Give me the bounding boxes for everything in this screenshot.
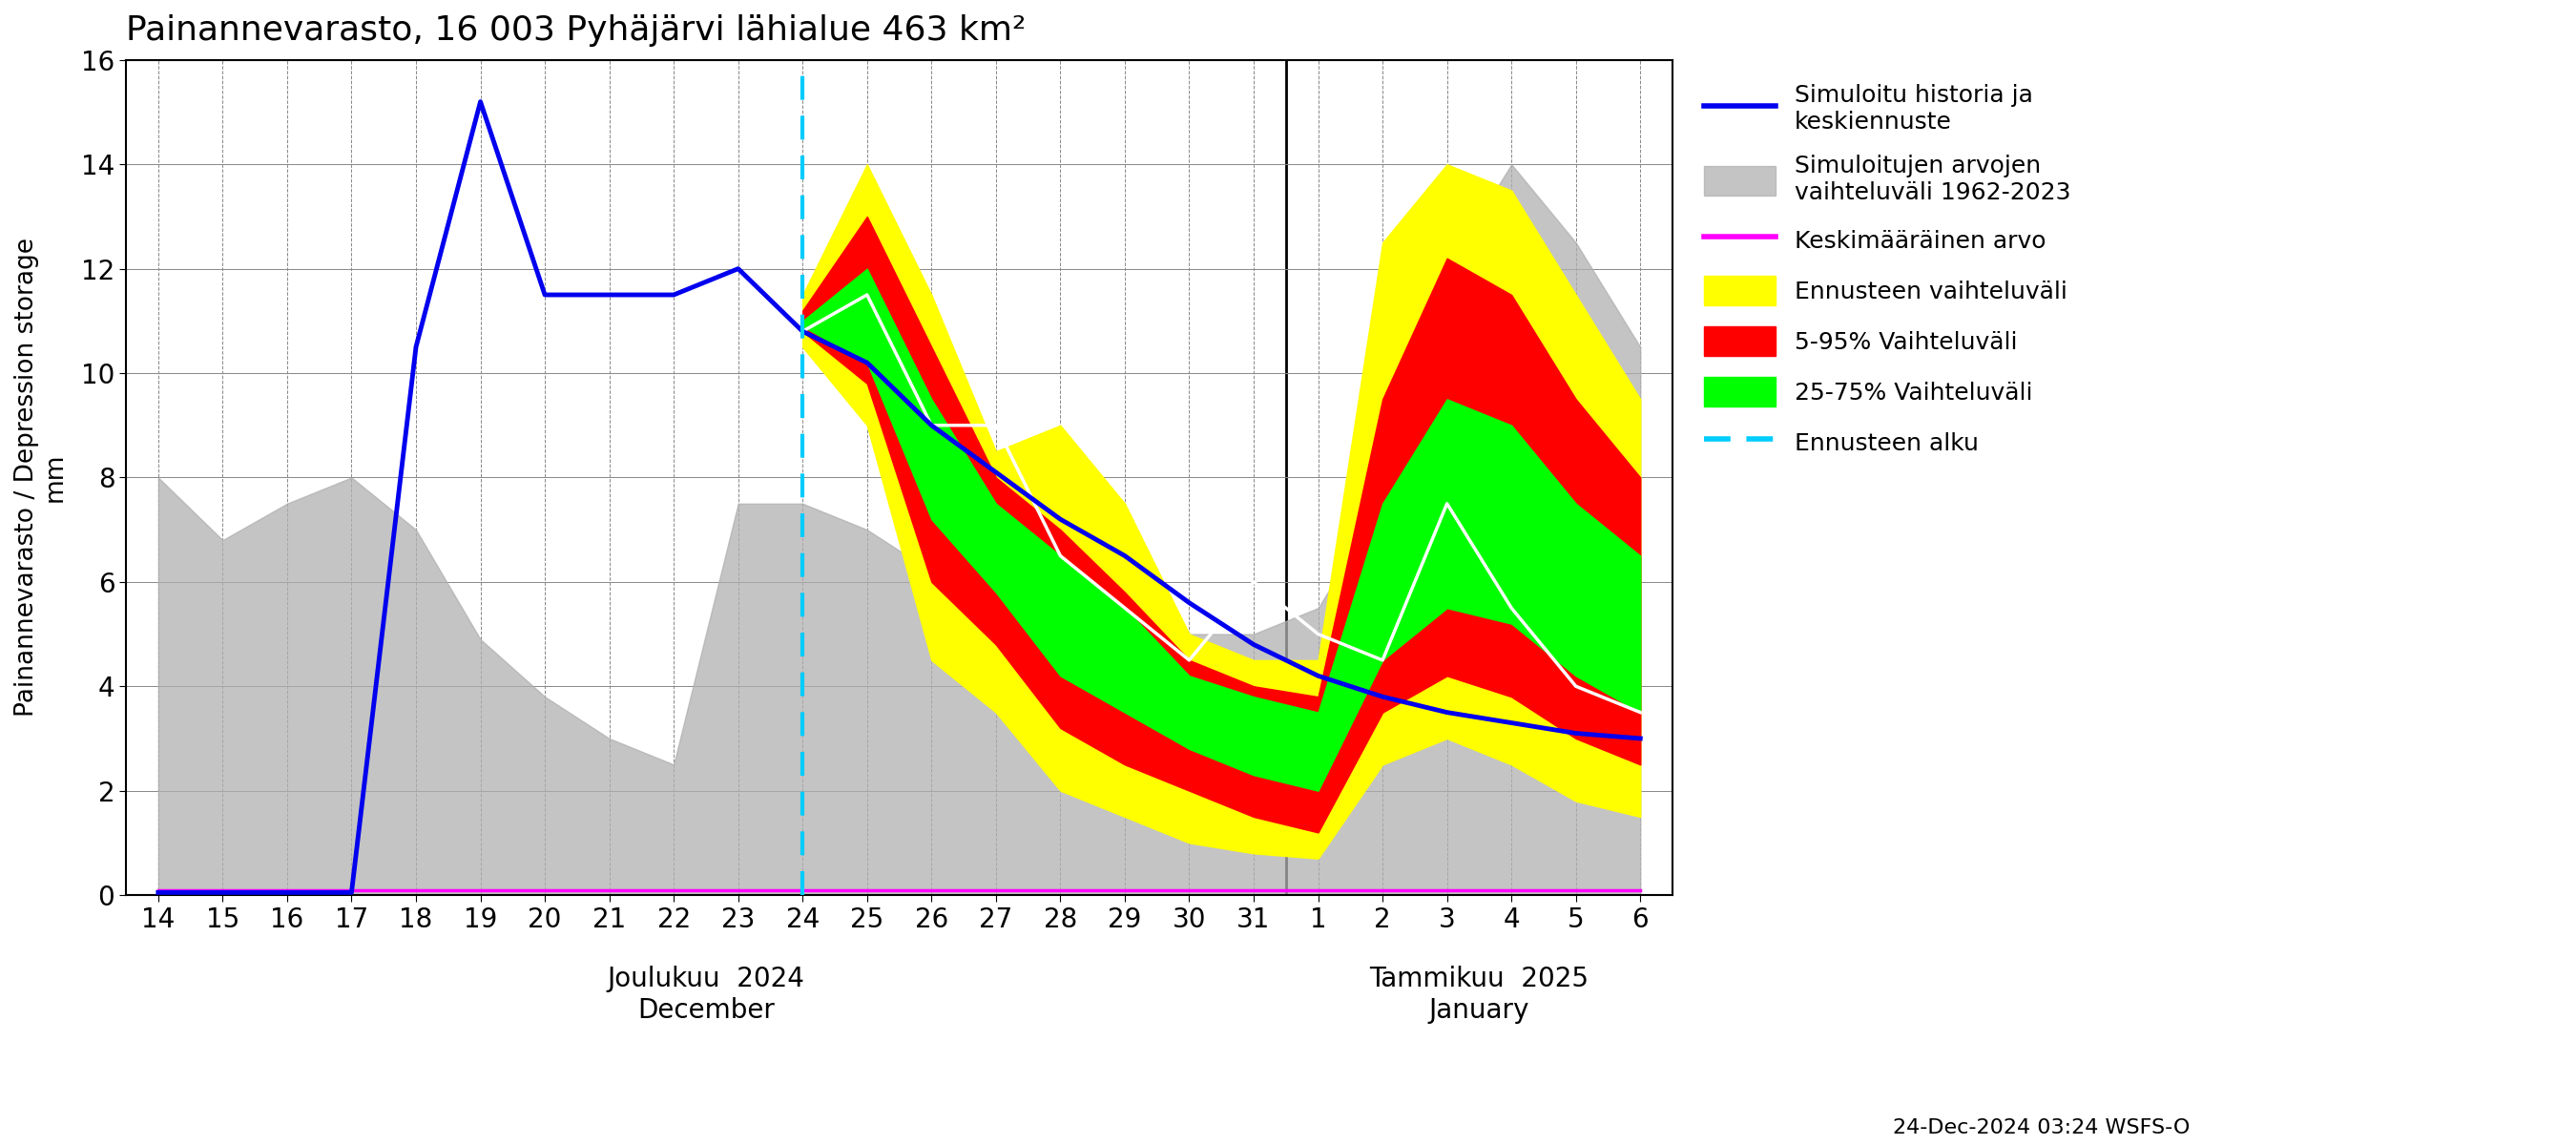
Text: Joulukuu  2024
December: Joulukuu 2024 December — [608, 966, 804, 1024]
Text: Tammikuu  2025
January: Tammikuu 2025 January — [1370, 966, 1589, 1024]
Text: 24-Dec-2024 03:24 WSFS-O: 24-Dec-2024 03:24 WSFS-O — [1893, 1119, 2190, 1137]
Legend: Simuloitu historia ja
keskiennuste, Simuloitujen arvojen
vaihteluväli 1962-2023,: Simuloitu historia ja keskiennuste, Simu… — [1692, 72, 2084, 469]
Y-axis label: Painannevarasto / Depression storage
mm: Painannevarasto / Depression storage mm — [15, 238, 67, 717]
Text: Painannevarasto, 16 003 Pyhäjärvi lähialue 463 km²: Painannevarasto, 16 003 Pyhäjärvi lähial… — [126, 14, 1025, 47]
